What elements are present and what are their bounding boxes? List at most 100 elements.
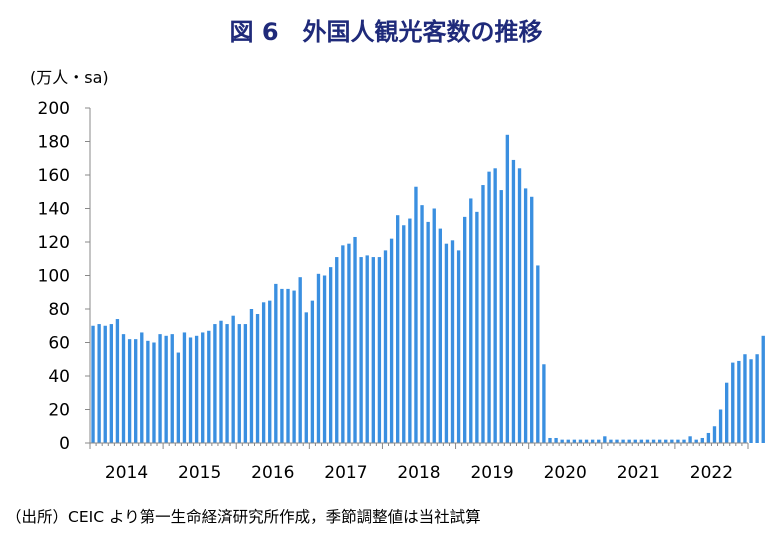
- x-tick-label: 2016: [251, 463, 294, 483]
- bar: [353, 236, 357, 443]
- bar: [651, 439, 656, 443]
- bar: [426, 221, 430, 443]
- x-tick-label: 2021: [617, 463, 660, 483]
- bar: [396, 215, 400, 443]
- bar: [103, 325, 107, 443]
- bar: [213, 324, 217, 443]
- bar: [456, 250, 461, 443]
- bar: [335, 257, 339, 443]
- bar: [140, 332, 144, 443]
- bar: [670, 439, 674, 443]
- bar: [688, 436, 692, 443]
- bar: [225, 324, 229, 443]
- x-tick-label: 2017: [324, 463, 367, 483]
- bar: [469, 198, 473, 443]
- bar: [182, 332, 187, 443]
- y-tick-label: 40: [48, 367, 70, 387]
- bar: [402, 225, 406, 443]
- bar: [243, 324, 248, 443]
- bar: [572, 439, 577, 443]
- bar: [761, 335, 765, 443]
- x-tick-label: 2022: [690, 463, 733, 483]
- bar: [578, 439, 583, 443]
- bar: [237, 324, 241, 443]
- x-tick-label: 2020: [544, 463, 587, 483]
- bar: [316, 273, 321, 443]
- bar: [365, 255, 369, 443]
- bar: [444, 243, 449, 443]
- bar: [194, 335, 199, 443]
- bar: [274, 283, 278, 444]
- x-tick-label: 2018: [397, 463, 440, 483]
- bar: [158, 334, 162, 444]
- x-tick-label: 2014: [105, 463, 148, 483]
- x-tick-label: 2015: [178, 463, 221, 483]
- bar: [152, 342, 156, 443]
- y-tick-label: 60: [48, 334, 70, 354]
- bar: [554, 437, 558, 443]
- bar: [664, 439, 668, 443]
- bar: [621, 439, 625, 443]
- bar: [231, 315, 235, 443]
- bar: [377, 257, 382, 443]
- bar: [310, 300, 315, 444]
- bar: [584, 439, 589, 443]
- x-axis-ticks: 2014 2015 2016 2017 2018 2019 2020 2021 2022: [89, 443, 749, 483]
- bar: [408, 218, 412, 443]
- bar: [548, 437, 552, 443]
- bar: [542, 364, 546, 443]
- bar: [755, 354, 759, 443]
- bar: [292, 290, 296, 443]
- bar: [207, 330, 211, 443]
- bar: [359, 257, 363, 443]
- bar: [127, 339, 132, 443]
- bar: [615, 439, 619, 443]
- bar: [414, 186, 418, 444]
- bar: [261, 302, 266, 443]
- bar-series: [91, 134, 765, 444]
- bar: [523, 188, 528, 443]
- y-tick-label: 140: [38, 200, 70, 220]
- bar: [487, 171, 491, 443]
- source-note: （出所）CEIC より第一生命経済研究所作成，季節調整値は当社試算: [6, 508, 481, 526]
- bar: [566, 439, 570, 443]
- bar: [633, 439, 637, 443]
- bar: [450, 240, 455, 443]
- bar: [91, 325, 95, 443]
- bar: [597, 439, 601, 443]
- bar: [536, 265, 540, 443]
- bar: [737, 360, 741, 443]
- x-tick-label: 2019: [470, 463, 513, 483]
- y-tick-label: 0: [59, 434, 70, 454]
- bar: [645, 439, 650, 443]
- y-axis-unit-label: (万人・sa): [30, 68, 109, 87]
- bar: [255, 314, 260, 443]
- chart-title: 図 6 外国人観光客数の推移: [229, 18, 543, 46]
- bar: [743, 354, 747, 443]
- bar: [249, 309, 254, 443]
- bar: [371, 257, 375, 443]
- bar: [706, 432, 711, 443]
- bar: [725, 382, 729, 443]
- bar: [432, 208, 436, 443]
- bar: [676, 439, 680, 443]
- bar: [188, 337, 193, 443]
- bar: [134, 339, 138, 443]
- bar: [322, 275, 327, 443]
- bar: [475, 211, 479, 443]
- y-tick-label: 20: [48, 401, 70, 421]
- bar: [121, 334, 126, 444]
- bar: [517, 168, 522, 444]
- bar: [304, 312, 308, 443]
- bar: [383, 250, 388, 443]
- bar: [201, 332, 205, 443]
- bar: [286, 288, 290, 443]
- bar: [328, 267, 333, 444]
- bar: [499, 190, 503, 443]
- bar: [219, 320, 223, 443]
- y-tick-label: 160: [38, 166, 70, 186]
- bar: [682, 439, 686, 443]
- bar: [590, 439, 595, 443]
- chart-axes: [89, 108, 748, 444]
